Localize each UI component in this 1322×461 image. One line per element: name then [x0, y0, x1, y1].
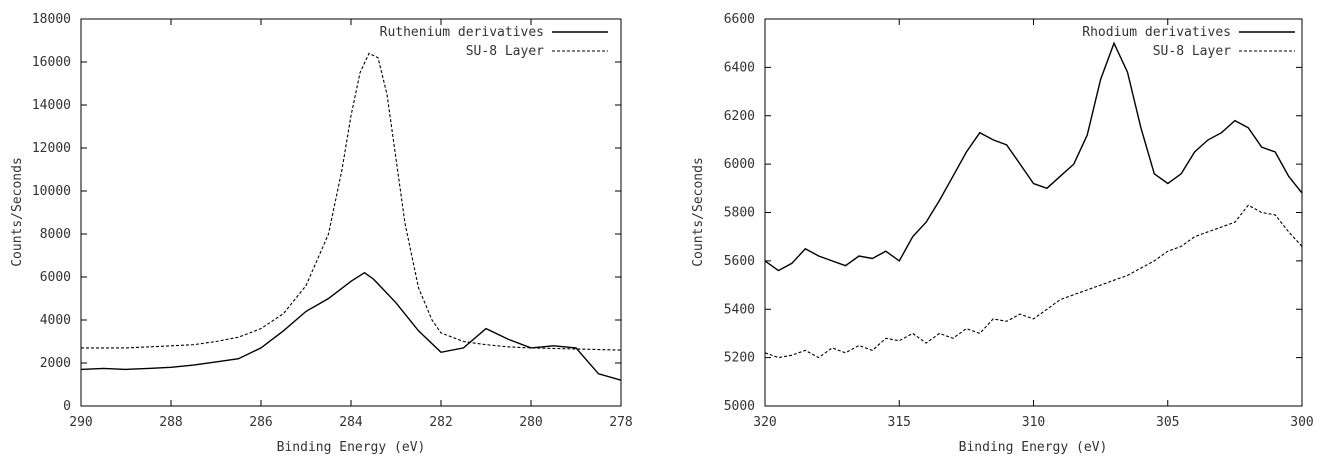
y-tick-label: 6000 [40, 270, 71, 285]
y-tick-label: 5200 [724, 351, 755, 366]
legend: Ruthenium derivatives SU-8 Layer [380, 25, 608, 59]
x-tick-label: 280 [519, 415, 542, 430]
series-line-0 [764, 41, 1303, 272]
legend-label-1: SU-8 Layer [1153, 44, 1231, 59]
y-tick-label: 6200 [724, 109, 755, 124]
y-tick-label: 12000 [32, 141, 71, 156]
y-tick-label: 0 [63, 399, 71, 414]
y-tick-label: 16000 [32, 55, 71, 70]
x-tick-label: 320 [753, 415, 776, 430]
y-tick-label: 5600 [724, 254, 755, 269]
y-axis-label: Counts/Seconds [10, 157, 25, 267]
x-tick-label: 284 [339, 415, 363, 430]
x-axis-label: Binding Energy (eV) [277, 440, 426, 455]
y-tick-label: 4000 [40, 313, 71, 328]
x-tick-label: 300 [1290, 415, 1313, 430]
legend-label-0: Ruthenium derivatives [380, 25, 544, 40]
y-axis-label: Counts/Seconds [691, 157, 706, 267]
y-tick-label: 2000 [40, 356, 71, 371]
y-tick-label: 8000 [40, 227, 71, 242]
tick-group: 320 315 310 305 300 5000 5200 5400 5600 5800 6000 6… [724, 12, 1314, 430]
legend-label-0: Rhodium derivatives [1082, 25, 1231, 40]
ruthenium-chart: 290 288 286 284 282 280 278 0 2000 4000 6000 8000 10… [10, 12, 633, 455]
y-tick-label: 6400 [724, 60, 755, 75]
x-tick-label: 290 [69, 415, 92, 430]
y-tick-label: 18000 [32, 12, 71, 27]
legend-label-1: SU-8 Layer [466, 44, 544, 59]
series-group [764, 41, 1303, 359]
y-tick-label: 5400 [724, 302, 755, 317]
plot-frame [764, 18, 1303, 407]
rhodium-chart: 320 315 310 305 300 5000 5200 5400 5600 5800 6000 6… [691, 12, 1314, 455]
y-tick-label: 5800 [724, 206, 755, 221]
legend: Rhodium derivatives SU-8 Layer [1082, 25, 1295, 59]
series-line-0 [80, 271, 622, 381]
tick-group: 290 288 286 284 282 280 278 0 2000 4000 6000 8000 10… [32, 12, 633, 430]
y-tick-label: 14000 [32, 98, 71, 113]
x-tick-label: 278 [609, 415, 632, 430]
y-tick-label: 10000 [32, 184, 71, 199]
y-tick-label: 6600 [724, 12, 755, 27]
x-tick-label: 305 [1156, 415, 1179, 430]
y-tick-label: 6000 [724, 157, 755, 172]
x-axis-label: Binding Energy (eV) [959, 440, 1108, 455]
series-line-1 [764, 204, 1303, 359]
x-tick-label: 315 [888, 415, 911, 430]
x-tick-label: 288 [159, 415, 182, 430]
x-tick-label: 286 [249, 415, 272, 430]
series-group [80, 52, 622, 381]
x-tick-label: 310 [1022, 415, 1045, 430]
x-tick-label: 282 [429, 415, 452, 430]
y-tick-label: 5000 [724, 399, 755, 414]
series-line-1 [81, 52, 622, 351]
